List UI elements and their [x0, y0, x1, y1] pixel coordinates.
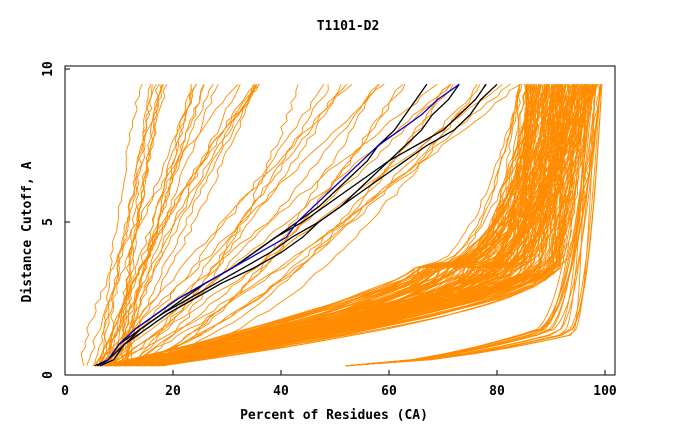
chart-title: T1101-D2: [317, 19, 380, 34]
model-curve: [130, 84, 329, 367]
y-tick-label: 10: [41, 61, 56, 77]
model-curve: [153, 84, 553, 367]
model-curve: [80, 83, 239, 366]
model-curve: [97, 83, 353, 367]
model-curve: [114, 84, 162, 367]
y-tick-label: 0: [41, 371, 56, 379]
model-curve: [97, 84, 241, 367]
model-curve: [345, 84, 588, 367]
model-curve: [98, 83, 451, 367]
model-curve: [125, 84, 452, 367]
highlight-curve-blue: [99, 83, 460, 367]
model-curve: [106, 84, 192, 367]
model-curve: [123, 84, 260, 367]
model-curve: [345, 84, 601, 367]
highlight-curve-black-3: [99, 83, 498, 367]
model-curve: [345, 84, 597, 367]
model-curve: [125, 84, 481, 367]
model-curve: [107, 84, 256, 366]
x-tick-label: 60: [381, 384, 397, 399]
model-curve: [152, 84, 553, 367]
y-axis-label: Distance Cutoff, A: [20, 161, 35, 302]
model-curve: [136, 84, 585, 367]
model-curve: [144, 84, 529, 367]
model-curve: [95, 83, 522, 367]
model-curve: [122, 84, 535, 367]
x-tick-label: 40: [273, 384, 289, 399]
x-tick-label: 80: [489, 384, 505, 399]
model-curve: [108, 84, 347, 367]
model-curve: [120, 84, 168, 366]
model-curve: [99, 84, 591, 367]
model-curve: [98, 84, 160, 366]
model-curve: [144, 84, 542, 367]
model-curve: [126, 84, 523, 367]
model-curve: [125, 84, 258, 366]
model-curve: [99, 84, 454, 367]
model-curve: [120, 84, 537, 367]
model-curve: [114, 84, 600, 367]
model-curve: [124, 84, 561, 367]
model-curve: [345, 84, 586, 367]
model-curve: [107, 84, 532, 367]
model-curve: [93, 84, 153, 366]
model-curve: [138, 84, 570, 367]
model-curve: [125, 84, 214, 366]
model-curve: [345, 84, 594, 367]
y-tick-label: 5: [41, 218, 56, 226]
model-curve: [345, 84, 593, 367]
highlight-curve-black-4: [97, 83, 428, 367]
plot-area: [64, 65, 616, 376]
model-curve: [107, 84, 157, 366]
model-curve: [114, 84, 205, 366]
model-curve: [120, 84, 591, 367]
x-tick-label: 100: [593, 384, 617, 399]
model-curve: [130, 84, 586, 367]
model-curve: [86, 84, 198, 366]
x-axis-label: Percent of Residues (CA): [240, 408, 428, 423]
model-curve: [345, 84, 603, 367]
model-curve: [105, 83, 380, 367]
x-tick-label: 0: [61, 384, 69, 399]
model-curve: [146, 84, 520, 367]
model-curve: [119, 83, 511, 367]
model-curve: [134, 84, 379, 367]
model-curve: [102, 84, 143, 366]
model-curve: [110, 83, 452, 367]
model-curve: [120, 84, 152, 366]
model-curve: [124, 84, 299, 367]
model-curve: [99, 84, 593, 367]
model-curve: [345, 84, 597, 367]
model-curve: [345, 84, 601, 367]
model-curve: [115, 84, 572, 367]
model-curve: [114, 84, 568, 367]
model-curve: [123, 84, 546, 367]
model-curve: [134, 84, 562, 367]
x-tick-label: 20: [165, 384, 181, 399]
model-curve: [345, 84, 596, 367]
